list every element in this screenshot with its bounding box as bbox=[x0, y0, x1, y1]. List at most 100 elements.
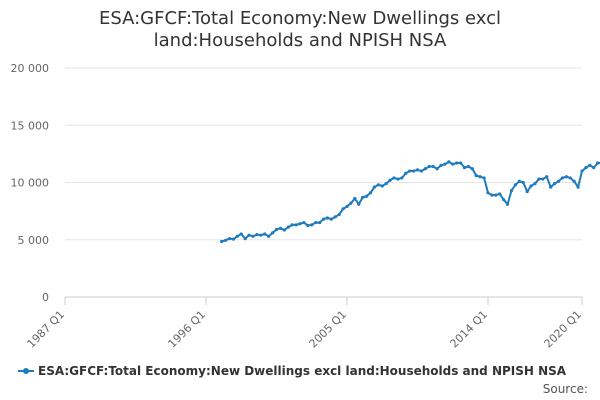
data-point bbox=[596, 161, 600, 165]
data-point bbox=[267, 234, 271, 238]
data-point bbox=[243, 237, 247, 241]
data-point bbox=[286, 225, 290, 229]
data-point bbox=[552, 182, 557, 186]
data-point bbox=[455, 161, 459, 165]
x-tick-label: 2014 Q1 bbox=[448, 308, 491, 351]
data-point bbox=[525, 190, 529, 194]
data-point bbox=[451, 162, 455, 166]
data-point bbox=[317, 220, 322, 225]
data-point bbox=[306, 223, 310, 228]
data-point bbox=[364, 194, 369, 198]
data-point bbox=[498, 192, 502, 196]
data-point bbox=[220, 239, 224, 244]
data-point bbox=[247, 233, 251, 237]
chart-title: ESA:GFCF:Total Economy:New Dwellings exc… bbox=[0, 8, 600, 52]
x-tick-label: 1996 Q1 bbox=[166, 308, 209, 351]
y-tick-label: 20 000 bbox=[11, 62, 50, 75]
data-point bbox=[380, 184, 384, 188]
data-point bbox=[490, 193, 494, 197]
data-point bbox=[592, 166, 596, 170]
data-point bbox=[560, 176, 565, 180]
data-point bbox=[466, 164, 471, 169]
chart-title-line-1: ESA:GFCF:Total Economy:New Dwellings exc… bbox=[98, 8, 502, 29]
data-point bbox=[556, 179, 561, 183]
data-point bbox=[231, 237, 236, 241]
data-point bbox=[572, 179, 576, 183]
data-point bbox=[314, 220, 318, 225]
chart-title-line-2: land:Households and NPISH NSA bbox=[153, 30, 447, 51]
data-point bbox=[239, 232, 243, 236]
data-point bbox=[517, 179, 521, 183]
data-point bbox=[502, 198, 506, 202]
data-point bbox=[462, 166, 467, 170]
x-tick-label: 2020 Q1 bbox=[542, 308, 585, 351]
data-point bbox=[290, 223, 294, 227]
data-point bbox=[584, 166, 588, 170]
data-point bbox=[270, 231, 275, 235]
source-label: Source: bbox=[542, 382, 588, 396]
data-point bbox=[392, 176, 396, 180]
series-line bbox=[221, 160, 600, 243]
data-point bbox=[345, 204, 349, 209]
data-point bbox=[368, 191, 373, 195]
data-point bbox=[478, 175, 482, 179]
data-point bbox=[372, 185, 377, 189]
data-point bbox=[400, 176, 404, 180]
data-point bbox=[533, 182, 537, 186]
data-point bbox=[423, 167, 427, 171]
data-point bbox=[404, 171, 408, 175]
data-point bbox=[302, 220, 306, 225]
data-point bbox=[431, 164, 435, 169]
data-point bbox=[568, 176, 572, 180]
data-point bbox=[274, 227, 279, 232]
data-point bbox=[329, 217, 333, 221]
data-point bbox=[411, 169, 416, 173]
y-tick-label: 15 000 bbox=[11, 119, 50, 132]
data-point bbox=[486, 191, 490, 195]
data-point bbox=[341, 207, 345, 211]
data-point bbox=[337, 212, 341, 217]
legend-item[interactable]: ESA:GFCF:Total Economy:New Dwellings exc… bbox=[18, 364, 566, 378]
data-point bbox=[580, 169, 584, 173]
data-point bbox=[235, 234, 239, 238]
x-tick-label: 2005 Q1 bbox=[307, 308, 350, 351]
data-point bbox=[447, 160, 451, 164]
data-point bbox=[333, 215, 337, 219]
data-point bbox=[223, 238, 228, 242]
data-point bbox=[537, 177, 541, 181]
data-point bbox=[513, 183, 518, 187]
y-tick-label: 5 000 bbox=[18, 234, 50, 247]
x-tick-label: 1987 Q1 bbox=[25, 308, 68, 351]
data-point bbox=[384, 182, 388, 186]
data-point bbox=[361, 195, 365, 199]
data-point bbox=[321, 217, 326, 221]
data-point bbox=[251, 234, 255, 238]
data-point bbox=[294, 223, 298, 227]
data-point bbox=[470, 167, 474, 171]
data-point bbox=[541, 177, 545, 181]
data-point bbox=[505, 202, 510, 206]
data-point bbox=[396, 177, 400, 181]
data-point bbox=[255, 233, 259, 237]
data-point bbox=[415, 168, 420, 172]
data-point bbox=[458, 161, 463, 165]
data-point bbox=[521, 180, 525, 185]
data-point bbox=[227, 237, 232, 241]
data-point bbox=[325, 216, 330, 220]
data-point bbox=[282, 228, 286, 232]
data-point bbox=[427, 164, 431, 169]
data-point bbox=[349, 201, 353, 205]
data-point bbox=[549, 185, 553, 189]
data-point bbox=[576, 185, 580, 189]
data-point bbox=[388, 178, 392, 182]
data-point bbox=[588, 163, 592, 167]
data-point bbox=[509, 188, 514, 193]
y-tick-label: 10 000 bbox=[11, 177, 50, 190]
data-point bbox=[474, 174, 478, 178]
data-point bbox=[545, 175, 549, 179]
data-point bbox=[408, 169, 412, 173]
data-point bbox=[482, 176, 486, 180]
data-point bbox=[353, 196, 357, 201]
